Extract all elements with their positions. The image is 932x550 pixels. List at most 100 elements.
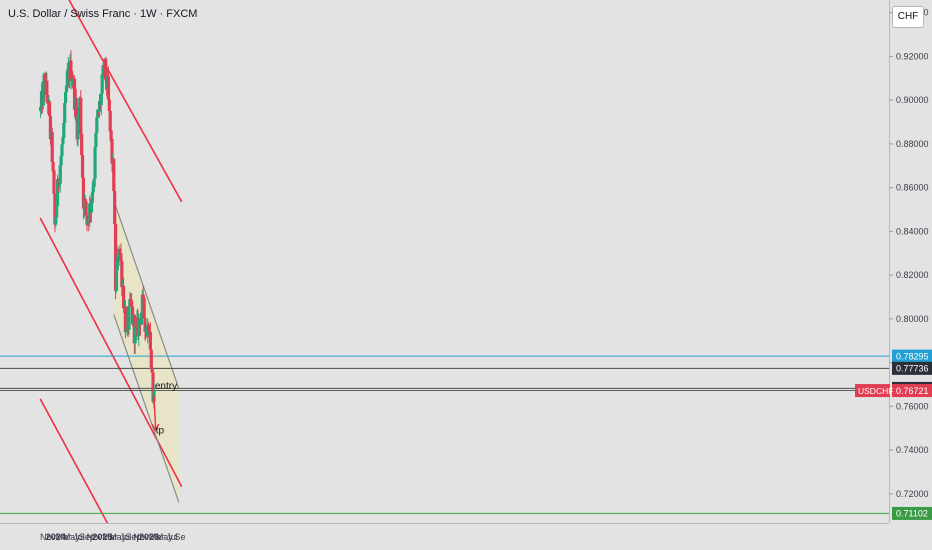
candle-body	[55, 206, 59, 218]
candle-body	[134, 325, 138, 329]
candle-body	[64, 86, 69, 93]
candle-body	[124, 326, 128, 333]
candle-body	[62, 122, 66, 139]
y-tick-label: 0.84000	[896, 226, 929, 236]
candle-body	[45, 80, 49, 95]
red-channel-upper-line[interactable]	[54, 0, 183, 203]
level-badge-3[interactable]	[892, 384, 932, 398]
candle-body	[63, 92, 68, 104]
level-badge-0[interactable]	[892, 349, 932, 363]
candle-body	[82, 198, 86, 209]
candle-body	[83, 198, 87, 202]
y-tick-label: 0.80000	[896, 314, 929, 324]
x-tick-label: 2026	[139, 532, 159, 542]
y-tick-label: 0.86000	[896, 183, 929, 193]
candle-body	[114, 269, 119, 291]
candle-body	[118, 249, 122, 254]
y-tick-label: 0.82000	[896, 270, 929, 280]
candle-body	[56, 179, 61, 186]
candle-body	[60, 144, 64, 156]
level-badge-1[interactable]	[892, 361, 932, 375]
candle-body	[97, 101, 102, 112]
candle-body	[76, 114, 80, 140]
candle-body	[69, 60, 73, 79]
candle-body	[129, 299, 133, 301]
candle-body	[96, 109, 100, 118]
candle-body	[108, 110, 112, 132]
candle-body	[57, 183, 61, 186]
candle-body	[61, 138, 65, 145]
time-axis[interactable]	[0, 523, 932, 550]
level-badge-4[interactable]	[892, 506, 932, 520]
candle-body	[113, 191, 117, 224]
candle-body	[142, 297, 146, 319]
candle-body	[119, 253, 123, 261]
candle-body	[151, 372, 155, 402]
annotation-entry[interactable]: entry	[155, 381, 177, 392]
candle-body	[92, 178, 96, 188]
candle-body	[100, 74, 104, 94]
x-tick-label: 2024	[46, 532, 66, 542]
y-tick-label: 0.92000	[896, 51, 929, 61]
x-tick-label: Jul	[73, 532, 85, 542]
candle-body	[48, 115, 53, 140]
y-tick-label: 0.76000	[896, 401, 929, 411]
candle-body	[88, 203, 92, 223]
candle-body	[148, 331, 152, 350]
candle-body	[140, 294, 144, 313]
target-arrow[interactable]	[153, 395, 157, 431]
grey-channel-lower-line[interactable]	[113, 314, 180, 503]
candle-body	[120, 260, 124, 288]
candle-body	[51, 162, 55, 171]
candle-body	[123, 306, 127, 333]
currency-button[interactable]: CHF	[892, 6, 924, 28]
candle-body	[138, 318, 142, 320]
x-tick-label: May	[63, 532, 81, 542]
y-tick-label: 0.74000	[896, 445, 929, 455]
candle-body	[93, 147, 97, 179]
x-tick-label: Se	[174, 532, 185, 542]
x-tick-label: 2025	[92, 532, 112, 542]
candle-body	[50, 132, 54, 163]
annotation-tp[interactable]: tp	[156, 425, 165, 436]
candle-body	[89, 201, 94, 213]
candle-body	[53, 193, 57, 225]
chart-title: U.S. Dollar / Swiss Franc · 1W · FXCM	[8, 8, 198, 20]
x-tick-label: May	[109, 532, 127, 542]
candle-body	[77, 110, 81, 115]
candle-body	[39, 107, 43, 112]
price-axis[interactable]	[889, 0, 932, 550]
grey-channel-upper-line[interactable]	[113, 200, 180, 390]
candle-body	[139, 312, 144, 325]
candle-body	[55, 179, 60, 207]
symbol-tag[interactable]	[855, 384, 890, 398]
candle-body	[52, 170, 56, 194]
candles[interactable]	[39, 50, 156, 409]
candle-body	[58, 165, 62, 184]
candle-body	[79, 97, 83, 134]
x-tick-label: Nov	[40, 532, 57, 542]
candle-body	[99, 93, 103, 106]
x-tick-label: Mar	[102, 532, 118, 542]
x-tick-label: Nov	[87, 532, 104, 542]
candle-body	[137, 318, 141, 337]
candle-body	[106, 76, 111, 100]
candle-body	[41, 81, 45, 106]
candle-body	[46, 94, 50, 104]
x-tick-label: Jul	[120, 532, 132, 542]
candle-body	[95, 117, 99, 133]
candle-body	[54, 217, 58, 225]
x-tick-label: Mar	[149, 532, 165, 542]
candle-body	[72, 79, 77, 110]
x-tick-label: Sep	[125, 532, 141, 542]
plot-area[interactable]	[0, 0, 889, 523]
candle-body	[127, 305, 131, 330]
x-tick-label: Nov	[133, 532, 150, 542]
arrow-head	[151, 423, 160, 432]
candle-body	[117, 249, 121, 261]
x-tick-label: May	[156, 532, 174, 542]
level-badge-text: 0.71102	[896, 509, 928, 519]
candle-body	[128, 299, 132, 306]
level-badge-text: 0.78295	[896, 351, 929, 361]
